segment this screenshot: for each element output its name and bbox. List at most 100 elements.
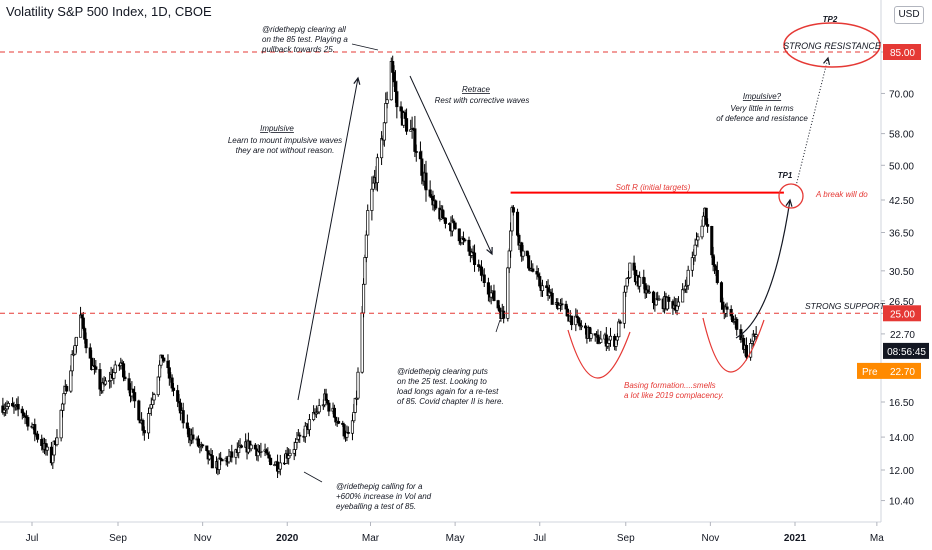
x-axis-tick-label: Nov — [194, 533, 212, 544]
candle-body — [287, 455, 291, 459]
candle-body — [74, 336, 78, 346]
candle-body — [112, 372, 116, 379]
candle-body — [731, 315, 735, 323]
candle-body — [525, 250, 529, 256]
candle-body — [565, 308, 570, 317]
candle-body — [370, 188, 374, 211]
candle-body — [342, 424, 346, 437]
candle-body — [414, 151, 418, 153]
currency-button[interactable]: USD — [894, 6, 924, 24]
candle-body — [527, 255, 531, 269]
candle-body — [83, 328, 87, 340]
candle-body — [651, 291, 656, 304]
puts-note-text: @ridethepig clearing puts — [397, 367, 488, 376]
price-label-25: 25.00 — [890, 309, 915, 320]
candle-body — [220, 459, 224, 462]
candle-body — [694, 239, 699, 246]
candle-body — [364, 234, 368, 258]
candle-body — [325, 400, 330, 404]
candle-body — [693, 244, 697, 256]
candle-body — [73, 345, 77, 355]
candle-body — [589, 333, 593, 339]
candle-body — [607, 339, 611, 344]
candle-body — [26, 417, 30, 427]
candle-body — [540, 285, 545, 291]
y-axis-tick-label: 16.50 — [889, 398, 914, 409]
candle-body — [350, 420, 355, 434]
candle-body — [45, 446, 49, 451]
candle-body — [395, 91, 399, 108]
calling-note-text: @ridethepig calling for a — [336, 482, 423, 491]
candle-body — [502, 310, 506, 319]
candle-body — [721, 301, 725, 310]
candle-body — [632, 262, 636, 271]
candle-body — [2, 409, 6, 413]
candle-body — [185, 422, 189, 429]
candle-body — [127, 378, 131, 391]
candle-body — [80, 314, 84, 319]
candle-body — [441, 209, 445, 218]
candle-body — [332, 407, 336, 418]
candle-body — [535, 271, 539, 275]
impulsive-arrow-line — [297, 77, 359, 401]
candle-body — [160, 354, 164, 359]
candle-body — [253, 444, 257, 450]
candle-body — [237, 446, 241, 453]
tp1-label: TP1 — [778, 171, 793, 180]
candle-body — [327, 402, 331, 412]
candle-body — [94, 366, 98, 370]
candle-body — [521, 250, 525, 257]
puts-note-text: on the 25 test. Looking to — [397, 377, 487, 386]
candle-body — [55, 437, 59, 446]
candle-body — [307, 419, 312, 431]
candle-body — [615, 336, 619, 341]
candle-body — [249, 444, 253, 450]
x-axis-tick-label: Sep — [617, 533, 635, 544]
y-axis-tick-label: 12.00 — [889, 466, 914, 477]
candle-body — [196, 438, 201, 447]
candle-body — [628, 262, 632, 279]
basing-curve-2 — [702, 317, 765, 373]
candle-body — [380, 138, 384, 159]
candle-body — [675, 305, 679, 311]
candle-body — [137, 400, 141, 421]
candle-body — [11, 403, 15, 407]
candle-body — [506, 267, 510, 319]
projection-arrow-head — [785, 198, 793, 207]
candle-body — [227, 455, 231, 463]
candle-body — [690, 257, 694, 271]
impulsive-arrow-head — [353, 76, 361, 85]
candle-body — [6, 403, 10, 407]
candle-body — [346, 432, 350, 434]
candle-body — [167, 367, 171, 379]
countdown-label: 08:56:45 — [887, 347, 926, 358]
candle-body — [608, 335, 613, 341]
candle-body — [166, 360, 170, 369]
candle-body — [729, 308, 733, 317]
candle-body — [142, 430, 146, 434]
candle-body — [507, 250, 511, 269]
impulsive-note-text: they are not without reason. — [236, 146, 335, 155]
candle-body — [122, 363, 126, 378]
candle-body — [187, 427, 191, 438]
x-axis-tick-label: Jul — [26, 533, 39, 544]
candle-body — [317, 405, 321, 413]
tp2-ellipse — [783, 22, 881, 68]
candle-body — [399, 106, 403, 112]
candle-body — [230, 451, 234, 458]
candle-body — [131, 388, 135, 393]
candle-body — [366, 210, 370, 236]
candle-body — [294, 442, 298, 450]
candle-body — [65, 386, 69, 392]
x-axis-tick-label: 2020 — [276, 533, 299, 544]
impulsive-title: Impulsive — [260, 124, 294, 133]
candle-body — [496, 300, 500, 309]
basing-curve-1 — [567, 329, 631, 379]
candle-body — [599, 338, 603, 343]
candle-body — [711, 254, 715, 266]
candle-body — [754, 334, 758, 337]
y-axis-tick-label: 36.50 — [889, 228, 914, 239]
candle-body — [264, 449, 268, 454]
candle-body — [509, 230, 513, 252]
